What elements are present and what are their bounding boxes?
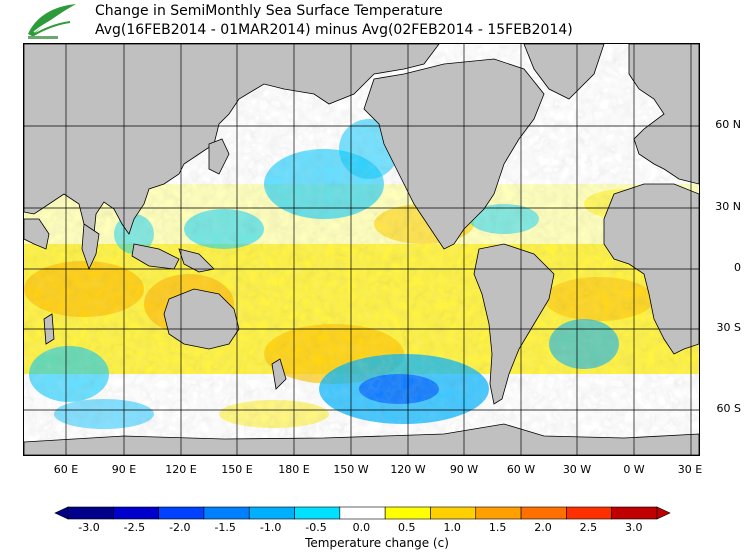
colorbar-tick-label: 0.5: [398, 521, 416, 534]
lon-label: 120 E: [165, 463, 197, 476]
lon-label: 60 W: [506, 463, 536, 476]
lat-label-0: 0: [734, 261, 741, 274]
colorbar-cell: [158, 506, 205, 520]
map-canvas: [24, 44, 699, 455]
colorbar-cell: [339, 506, 386, 520]
lat-label-30s: 30 S: [716, 321, 741, 334]
colorbar-tick-label: -1.5: [214, 521, 236, 534]
lon-label: 30 E: [677, 463, 703, 476]
lon-label: 90 E: [111, 463, 137, 476]
colorbar-cell: [113, 506, 159, 520]
legend-title: Temperature change (c): [305, 536, 449, 550]
colorbar-tick-label: 2.0: [534, 521, 552, 534]
lon-label: 120 W: [390, 463, 426, 476]
lon-label: 0 W: [623, 463, 645, 476]
colorbar-tick-label: -2.0: [169, 521, 191, 534]
colorbar-cell: [248, 506, 295, 520]
colorbar-cell: [294, 506, 341, 520]
chart-title: Change in SemiMonthly Sea Surface Temper…: [95, 3, 443, 19]
lon-label: 150 E: [221, 463, 253, 476]
colorbar-tick-label: 2.5: [579, 521, 598, 534]
colorbar-cells: [54, 506, 671, 520]
colorbar-cell: [67, 506, 114, 520]
colorbar-tick-label: -2.5: [123, 521, 146, 534]
colorbar-cell: [520, 506, 567, 520]
colorbar-tick-label: -3.0: [78, 521, 100, 534]
colorbar-tick-label: -1.0: [259, 521, 282, 534]
colorbar-cell: [566, 506, 612, 520]
lon-label: 60 E: [53, 463, 79, 476]
lat-label-60s: 60 S: [716, 402, 741, 415]
graticule: [24, 44, 699, 455]
colorbar-cell: [430, 506, 477, 520]
colorbar: [54, 506, 671, 520]
chart-subtitle: Avg(16FEB2014 - 01MAR2014) minus Avg(02F…: [95, 22, 573, 38]
lat-label-60n: 60 N: [715, 118, 741, 131]
colorbar-cell: [611, 506, 658, 520]
sst-map: [23, 43, 700, 456]
colorbar-tick-label: 3.0: [625, 521, 643, 534]
colorbar-cell: [475, 506, 522, 520]
lon-label: 30 W: [562, 463, 592, 476]
colorbar-cell: [203, 506, 250, 520]
colorbar-tick-label: 1.5: [488, 521, 507, 534]
colorbar-arrow-right: [656, 506, 671, 520]
colorbar-tick-label: 0.0: [352, 521, 371, 534]
lon-label: 90 W: [449, 463, 479, 476]
lon-label: 180 E: [278, 463, 310, 476]
lat-label-30n: 30 N: [715, 200, 741, 213]
colorbar-tick-label: -0.5: [305, 521, 327, 534]
colorbar-arrow-left: [54, 506, 69, 520]
colorbar-tick-label: 1.0: [443, 521, 461, 534]
lon-label: 150 W: [333, 463, 369, 476]
land-masses: [24, 44, 699, 455]
leaf-logo-icon: [28, 4, 76, 39]
colorbar-cell: [384, 506, 431, 520]
